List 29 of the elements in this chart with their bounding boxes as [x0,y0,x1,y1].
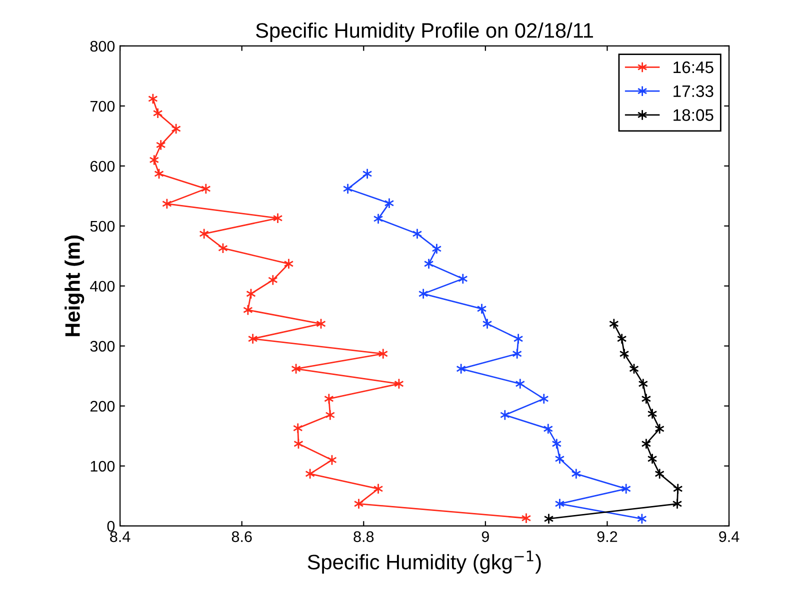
x-tick-label: 9.2 [597,531,618,542]
x-tick-label: 8.6 [232,531,252,542]
y-tick-label: 200 [90,400,115,412]
y-tick-label: 600 [90,160,115,172]
y-tick-label: 100 [90,460,115,472]
point [149,154,160,166]
y-tick-label: 300 [90,340,115,352]
point [500,409,510,421]
point [292,422,303,434]
legend-label: 17:33 [674,85,714,98]
chart-title: Specific Humidity Profile on 02/18/11 [256,22,593,42]
point [243,304,253,316]
point [458,273,468,284]
y-tick-label: 400 [90,280,115,292]
x-tick-label: 8.8 [354,531,374,542]
y-tick-label: 800 [90,40,115,52]
point [156,139,166,151]
point [325,409,336,421]
y-tick-label: 500 [90,220,115,232]
x-tick-label: 9 [482,531,489,542]
y-tick-label: 0 [107,520,115,532]
x-tick-label: 9.4 [719,531,740,542]
legend-label: 18:05 [674,109,714,121]
x-tick-label: 8.4 [110,531,130,542]
point [268,274,278,286]
x-axis-title: Specific Humidity (gkg$^{−1}$) [308,550,541,574]
y-axis-title: Height (m) [64,236,84,336]
legend-label: 16:45 [674,61,714,74]
y-tick-label: 700 [90,100,115,112]
